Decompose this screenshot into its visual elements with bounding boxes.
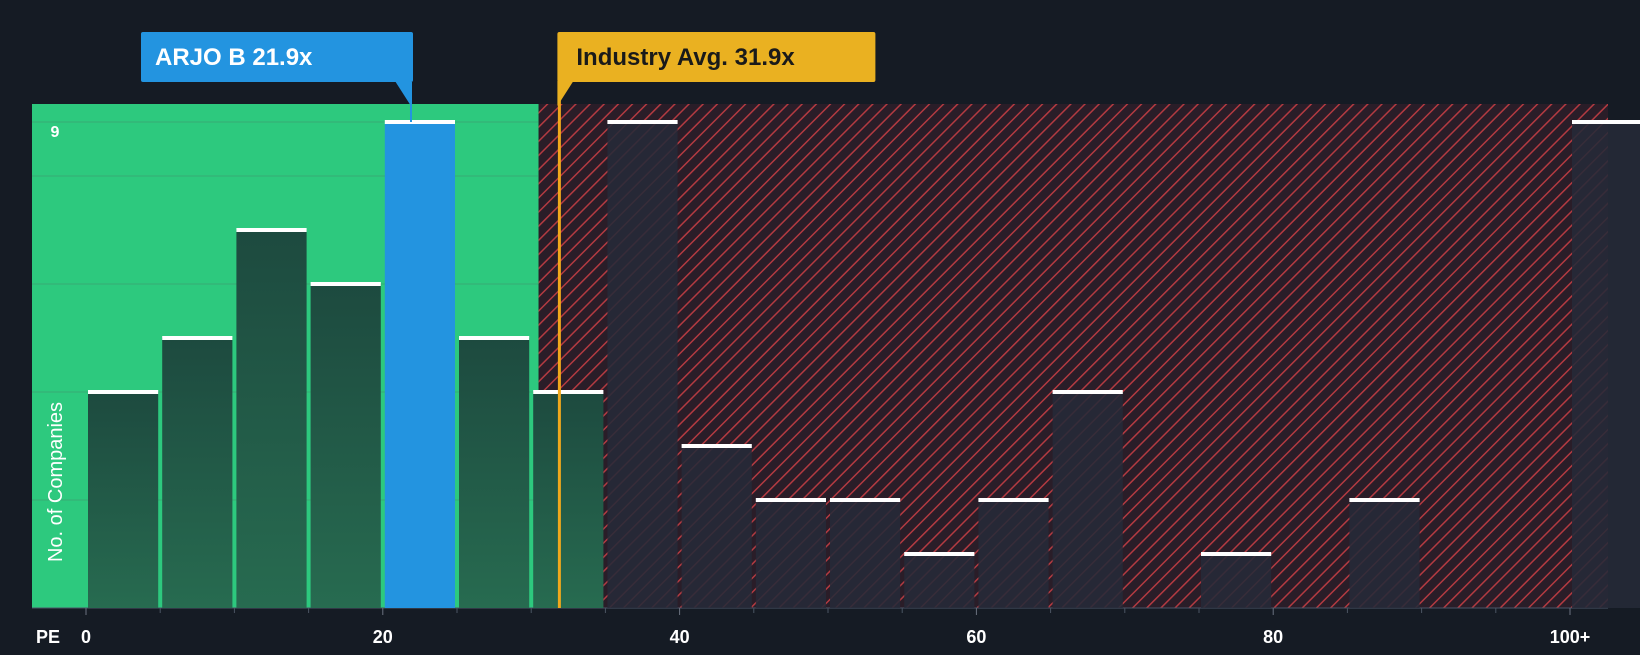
x-axis-label: PE: [36, 627, 60, 647]
histogram-bar: [607, 122, 678, 608]
x-tick-label: 0: [81, 627, 91, 647]
x-tick-label: 60: [966, 627, 986, 647]
bar-top-cap: [162, 336, 233, 340]
bar-top-cap: [830, 498, 901, 502]
markers: Industry Avg. 31.9x ARJO B 21.9x: [141, 32, 876, 608]
y-axis-label: No. of Companies: [45, 402, 67, 562]
x-tick-label: 40: [670, 627, 690, 647]
x-tick-label: 80: [1263, 627, 1283, 647]
bar-top-cap: [978, 498, 1049, 502]
bar-top-cap: [384, 120, 455, 124]
histogram-bar: [533, 392, 604, 608]
histogram-bar: [755, 500, 826, 608]
bar-top-cap: [88, 390, 159, 394]
x-tick-label: 100+: [1550, 627, 1591, 647]
histogram-bar: [978, 500, 1049, 608]
histogram-bar: [236, 230, 307, 608]
bar-top-cap: [755, 498, 826, 502]
bar-top-cap: [236, 228, 307, 232]
company-label-box: [141, 32, 413, 82]
histogram-bar: [681, 446, 752, 608]
x-tick-label: 20: [373, 627, 393, 647]
histogram-bar: [1201, 554, 1272, 608]
histogram-bar: [384, 122, 455, 608]
histogram-bar: [459, 338, 530, 608]
company-label-pointer: [394, 81, 411, 106]
histogram-bar: [1349, 500, 1420, 608]
bar-top-cap: [1572, 120, 1640, 124]
histogram-bar: [162, 338, 233, 608]
industry-avg-label-box: [557, 32, 876, 82]
bar-top-cap: [681, 444, 752, 448]
bar-top-cap: [1052, 390, 1123, 394]
histogram-bar: [310, 284, 381, 608]
industry-avg-label-pointer: [557, 81, 574, 106]
bar-top-cap: [533, 390, 604, 394]
histogram-bar: [830, 500, 901, 608]
histogram-bar: [1572, 122, 1640, 608]
bar-top-cap: [1201, 552, 1272, 556]
bars: [88, 120, 1640, 608]
bar-top-cap: [904, 552, 975, 556]
y-tick-label: 9: [51, 124, 60, 141]
histogram-bar: [88, 392, 159, 608]
bar-top-cap: [310, 282, 381, 286]
histogram-bar: [904, 554, 975, 608]
bar-top-cap: [459, 336, 530, 340]
industry-avg-label-text: Industry Avg. 31.9x: [576, 44, 795, 71]
histogram-bar: [1052, 392, 1123, 608]
x-ticks: 0 20 40 60 80 100+: [81, 608, 1590, 647]
bar-top-cap: [1349, 498, 1420, 502]
bar-top-cap: [607, 120, 678, 124]
company-label-text: ARJO B 21.9x: [155, 44, 313, 71]
